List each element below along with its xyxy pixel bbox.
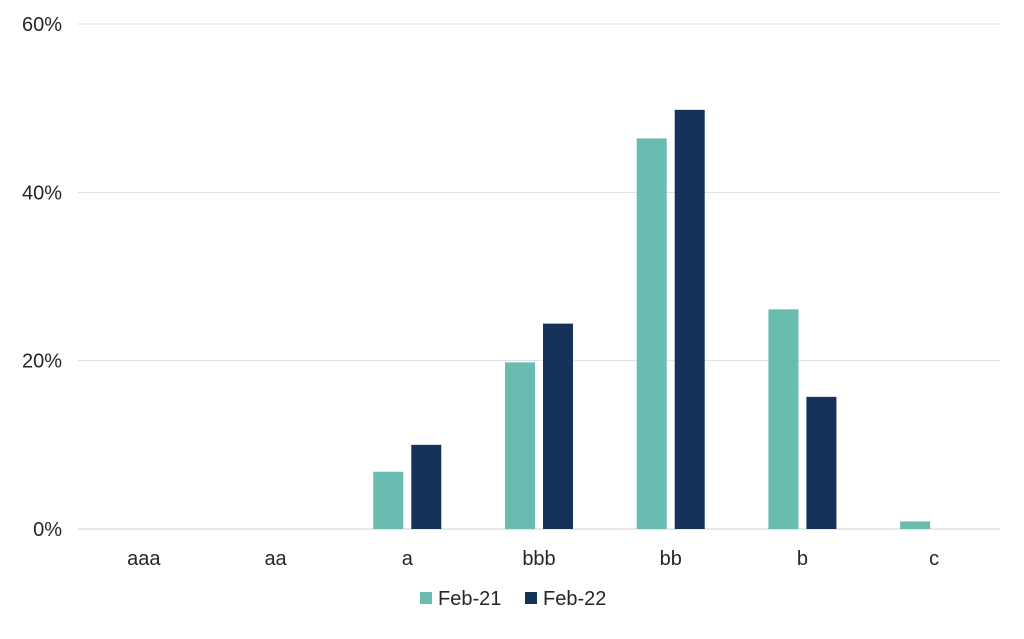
x-tick-label: bb — [660, 548, 682, 570]
bar-feb-21-a — [373, 471, 404, 529]
y-tick-label: 0% — [33, 519, 62, 541]
x-tick-label: aa — [264, 548, 287, 570]
legend-swatch — [420, 592, 432, 604]
legend-label: Feb-21 — [438, 588, 501, 610]
legend-swatch — [525, 592, 537, 604]
legend-item: Feb-22 — [525, 588, 606, 610]
gridlines — [78, 23, 1000, 530]
bar-feb-22-bb — [674, 109, 705, 529]
bar-feb-22-bbb — [543, 323, 573, 529]
bar-feb-21-b — [768, 309, 799, 529]
bars — [373, 109, 931, 529]
bar-feb-21-c — [900, 521, 931, 529]
x-tick-label: a — [402, 548, 414, 570]
x-tick-label: c — [929, 548, 939, 570]
bar-feb-21-bb — [636, 138, 667, 529]
bar-feb-22-b — [806, 396, 837, 529]
legend: Feb-21 Feb-22 — [420, 588, 606, 610]
bar-feb-22-a — [411, 444, 442, 529]
y-tick-label: 60% — [22, 14, 62, 36]
bar-feb-21-bbb — [505, 362, 535, 529]
x-axis: aaa aa a bbb bb b c — [127, 548, 939, 570]
y-tick-label: 20% — [22, 351, 62, 373]
x-tick-label: aaa — [127, 548, 161, 570]
x-tick-label: b — [797, 548, 808, 570]
x-tick-label: bbb — [522, 548, 555, 570]
y-axis: 0% 20% 40% 60% — [22, 14, 62, 541]
y-tick-label: 40% — [22, 182, 62, 204]
legend-item: Feb-21 — [420, 588, 501, 610]
legend-label: Feb-22 — [543, 588, 606, 610]
